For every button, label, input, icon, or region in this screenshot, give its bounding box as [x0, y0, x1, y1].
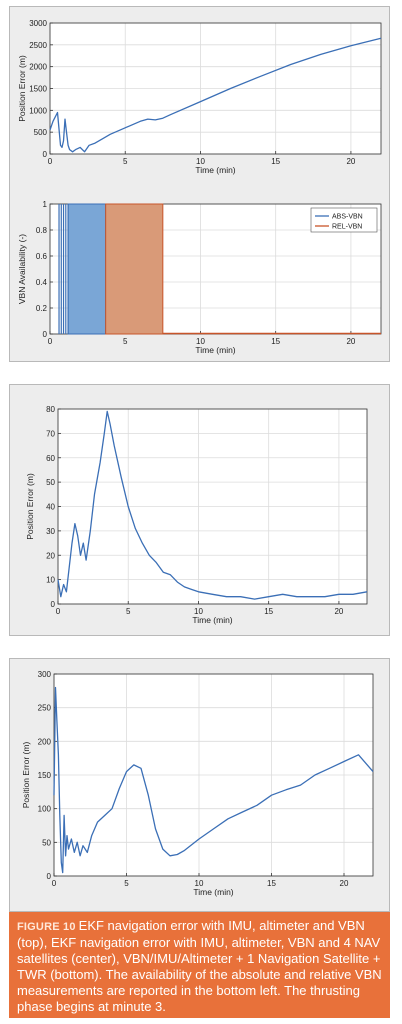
figure-caption-text: EKF navigation error with IMU, altimeter… — [17, 918, 382, 1014]
y-tick-label: 80 — [46, 405, 55, 414]
y-tick-label: 1500 — [29, 85, 47, 94]
y-tick-label: 30 — [46, 527, 55, 536]
y-tick-label: 0 — [43, 330, 48, 339]
plot-frame — [57, 408, 368, 605]
legend-label: REL-VBN — [332, 224, 362, 231]
x-tick-label: 5 — [126, 607, 131, 616]
x-tick-label: 10 — [196, 157, 205, 166]
x-tick-label: 5 — [123, 157, 128, 166]
y-axis-label: Position Error (m) — [25, 473, 35, 540]
rel-vbn-area — [105, 203, 164, 335]
y-tick-label: 70 — [46, 429, 55, 438]
y-tick-label: 500 — [34, 128, 48, 137]
x-tick-label: 20 — [340, 879, 349, 888]
y-tick-label: 40 — [46, 503, 55, 512]
figure-label: FIGURE 10 — [17, 921, 76, 933]
y-tick-label: 50 — [42, 838, 51, 847]
y-axis-label: Position Error (m) — [17, 55, 27, 122]
y-tick-label: 0 — [51, 600, 56, 609]
x-axis-label: Time (min) — [192, 615, 232, 625]
y-tick-label: 0.6 — [36, 252, 48, 261]
x-tick-label: 5 — [124, 879, 129, 888]
x-tick-label: 10 — [195, 879, 204, 888]
y-tick-label: 1 — [43, 200, 48, 209]
y-tick-label: 0 — [43, 150, 48, 159]
x-tick-label: 20 — [346, 337, 355, 346]
y-tick-label: 50 — [46, 478, 55, 487]
x-tick-label: 0 — [52, 879, 57, 888]
y-tick-label: 200 — [38, 737, 52, 746]
top-panel: 0 5 10 15 20 0 500 1000 1500 2000 2500 3000 Time (mi… — [9, 6, 390, 362]
y-tick-label: 150 — [38, 771, 52, 780]
y-tick-label: 250 — [38, 704, 52, 713]
y-tick-label: 100 — [38, 805, 52, 814]
x-tick-label: 0 — [56, 607, 61, 616]
y-tick-label: 10 — [46, 576, 55, 585]
y-tick-label: 0.8 — [36, 226, 48, 235]
x-tick-label: 15 — [267, 879, 276, 888]
y-axis-label: VBN Availability (-) — [17, 234, 27, 304]
x-tick-label: 0 — [48, 337, 53, 346]
y-tick-label: 0.2 — [36, 304, 48, 313]
legend-label: ABS-VBN — [332, 214, 363, 221]
y-tick-label: 0.4 — [36, 278, 48, 287]
center-panel: 0 5 10 15 20 0 10 20 30 40 50 60 70 80 Time (min) Posit… — [9, 384, 390, 636]
x-tick-label: 15 — [264, 607, 273, 616]
legend-box — [310, 207, 378, 233]
plot-frame — [49, 22, 382, 155]
x-axis-label: Time (min) — [195, 165, 235, 175]
series-line — [53, 686, 374, 874]
y-tick-label: 20 — [46, 551, 55, 560]
y-tick-label: 3000 — [29, 19, 47, 28]
y-tick-label: 60 — [46, 454, 55, 463]
abs-vbn-area — [67, 203, 107, 335]
x-tick-label: 5 — [123, 337, 128, 346]
x-tick-label: 10 — [194, 607, 203, 616]
x-axis-label: Time (min) — [193, 887, 233, 897]
y-tick-label: 0 — [47, 872, 52, 881]
figure-caption: FIGURE 10 EKF navigation error with IMU, … — [9, 912, 390, 1018]
series-line — [49, 37, 382, 153]
x-tick-label: 0 — [48, 157, 53, 166]
bottom-panel: 0 5 10 15 20 0 50 100 150 200 250 300 Time (min) Posi… — [9, 658, 390, 912]
y-tick-label: 300 — [38, 670, 52, 679]
y-axis-label: Position Error (m) — [21, 742, 31, 809]
x-tick-label: 10 — [196, 337, 205, 346]
x-tick-label: 15 — [271, 157, 280, 166]
series-line — [57, 410, 368, 600]
x-tick-label: 20 — [334, 607, 343, 616]
x-tick-label: 15 — [271, 337, 280, 346]
y-tick-label: 2000 — [29, 63, 47, 72]
center-chart-svg: 0 5 10 15 20 0 10 20 30 40 50 60 70 80 Time (min) Posit… — [25, 405, 368, 625]
x-tick-label: 20 — [346, 157, 355, 166]
y-tick-label: 1000 — [29, 106, 47, 115]
y-tick-label: 2500 — [29, 41, 47, 50]
x-axis-label: Time (min) — [195, 345, 235, 355]
